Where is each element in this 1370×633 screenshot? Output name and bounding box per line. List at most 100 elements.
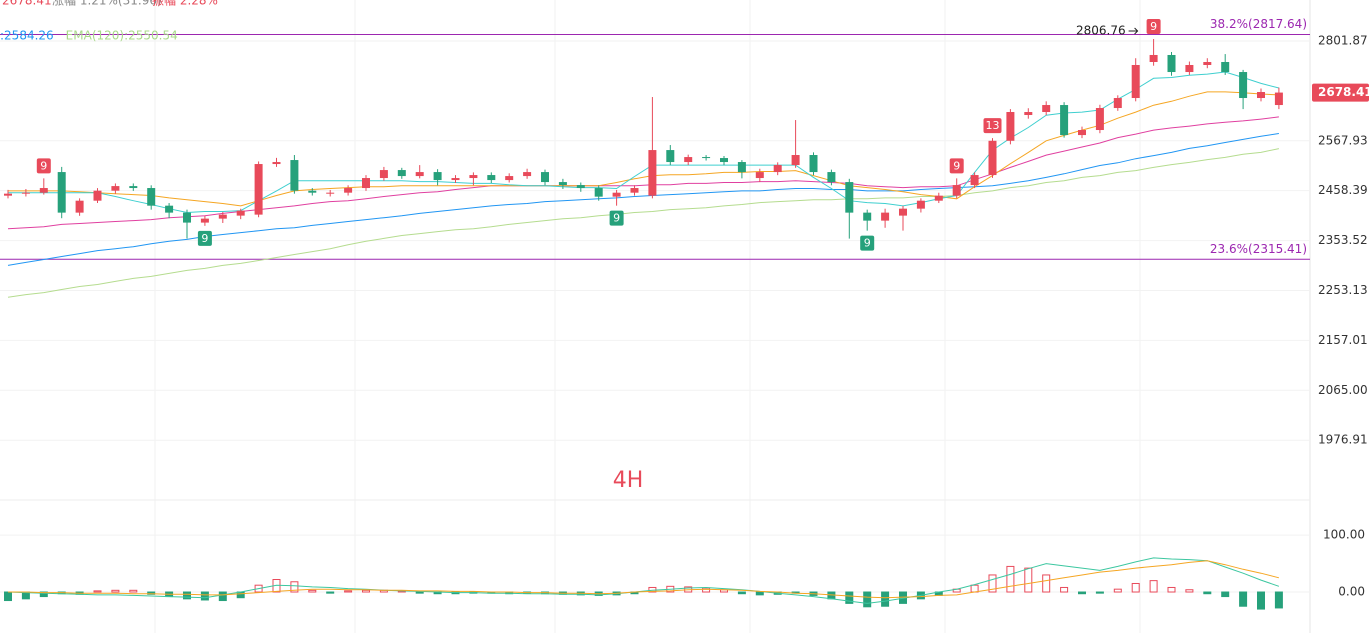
candle-body <box>433 172 442 181</box>
y-tick-label: 0.00 <box>1338 585 1365 599</box>
candle-body <box>236 210 245 216</box>
macd-histogram-bar <box>1185 589 1194 593</box>
candle-body <box>684 157 693 163</box>
macd-dea-line <box>8 560 1280 599</box>
y-tick-label: 2157.01 <box>1318 333 1368 347</box>
candle-body <box>720 158 728 163</box>
candle-body <box>39 188 48 193</box>
macd-histogram-bar <box>702 587 711 593</box>
candle-body <box>379 170 388 179</box>
high-marker-arrow <box>1128 27 1139 35</box>
td-label: 9 <box>201 232 208 245</box>
macd-histogram-bar <box>1078 591 1086 595</box>
candle-body <box>541 172 549 183</box>
candle-body <box>111 186 120 191</box>
y-tick-label: 2065.00 <box>1318 383 1368 397</box>
moving-average-line <box>8 71 1280 214</box>
period-label: 4H <box>613 468 644 493</box>
candle-body <box>1274 92 1283 106</box>
candle-body <box>988 140 997 176</box>
macd-histogram-bar <box>39 591 48 598</box>
macd-histogram-bar <box>863 591 872 608</box>
macd-dif-line <box>7 557 1280 604</box>
y-tick-label: 100.00 <box>1323 528 1365 542</box>
candle-body <box>970 175 979 186</box>
candle-body <box>451 178 460 181</box>
ma-legend: :2584.26 <box>0 29 54 43</box>
candle-body <box>75 200 84 213</box>
fib-label: 23.6%(2315.41) <box>1210 242 1307 256</box>
td-label: 9 <box>40 159 47 172</box>
macd-histogram-bar <box>737 591 746 595</box>
candle-body <box>57 172 66 213</box>
macd-histogram-bar <box>755 591 764 596</box>
candle-body <box>934 195 943 201</box>
candle-body <box>558 182 567 186</box>
top-legend: 涨幅 1.21%(31.96) <box>52 0 162 8</box>
td-label-box <box>983 118 1002 134</box>
td-label: 9 <box>613 212 620 225</box>
macd-histogram-bar <box>308 589 317 593</box>
candle-body <box>200 218 209 223</box>
candle-body <box>93 190 102 201</box>
candle-body <box>165 205 174 213</box>
candle-body <box>308 190 317 193</box>
macd-histogram-bar <box>4 591 12 602</box>
macd-histogram-bar <box>1221 591 1230 598</box>
macd-histogram-bar <box>129 589 138 593</box>
macd-histogram-bar <box>1149 580 1158 593</box>
moving-average-line <box>7 148 1280 298</box>
candle-body <box>1239 72 1248 99</box>
td-label-box <box>860 235 875 251</box>
macd-histogram-bar <box>1131 582 1140 593</box>
macd-histogram-bar <box>362 589 370 593</box>
vertical-grid <box>154 0 1141 633</box>
macd-histogram-bar <box>970 584 979 593</box>
td-label: 9 <box>1150 20 1157 33</box>
candle-body <box>737 162 746 173</box>
macd-histogram-bar <box>1274 591 1283 609</box>
macd-histogram-bar <box>1024 567 1033 593</box>
candle-body <box>952 185 961 196</box>
candle-body <box>1006 112 1015 141</box>
moving-average-line <box>8 91 1279 207</box>
moving-average-line <box>7 116 1279 230</box>
macd-histogram-bar <box>93 590 102 593</box>
y-tick-label: 2253.13 <box>1318 283 1368 297</box>
macd-histogram-bar <box>1006 565 1015 593</box>
macd-histogram-bar <box>290 581 299 593</box>
candle-body <box>1257 92 1265 99</box>
y-tick-label: 2567.93 <box>1318 133 1368 147</box>
td-label: 9 <box>864 237 871 250</box>
macd-histogram-bar <box>326 591 335 594</box>
candle-body <box>290 160 299 191</box>
candle-body <box>702 157 711 159</box>
candle-body <box>272 162 281 165</box>
td-label-box <box>949 158 964 174</box>
candle-body <box>773 165 782 173</box>
candle-body <box>1167 54 1176 73</box>
candle-body <box>809 155 818 173</box>
candle-body <box>1221 61 1230 73</box>
candle-body <box>397 170 406 177</box>
macd-histogram-bar <box>1060 586 1069 593</box>
macd-histogram-bar <box>1042 574 1051 593</box>
last-price-box <box>1312 83 1369 102</box>
candle-body <box>129 186 138 189</box>
fib-label: 38.2%(2817.64) <box>1210 17 1307 31</box>
macd-histogram-bar <box>1203 591 1212 595</box>
macd-histogram-bar <box>200 591 209 601</box>
candle-body <box>1113 98 1122 109</box>
candle-body <box>344 188 353 193</box>
candle-body <box>612 192 621 197</box>
top-legend: 2678.41 <box>2 0 52 8</box>
td-label: 13 <box>986 119 1000 132</box>
candle-body <box>523 172 532 177</box>
candle-body <box>755 172 764 179</box>
y-tick-label: 2353.52 <box>1318 233 1368 247</box>
candle-body <box>916 200 925 209</box>
macd-histogram-bar <box>1113 588 1122 593</box>
candle-body <box>1095 108 1104 131</box>
